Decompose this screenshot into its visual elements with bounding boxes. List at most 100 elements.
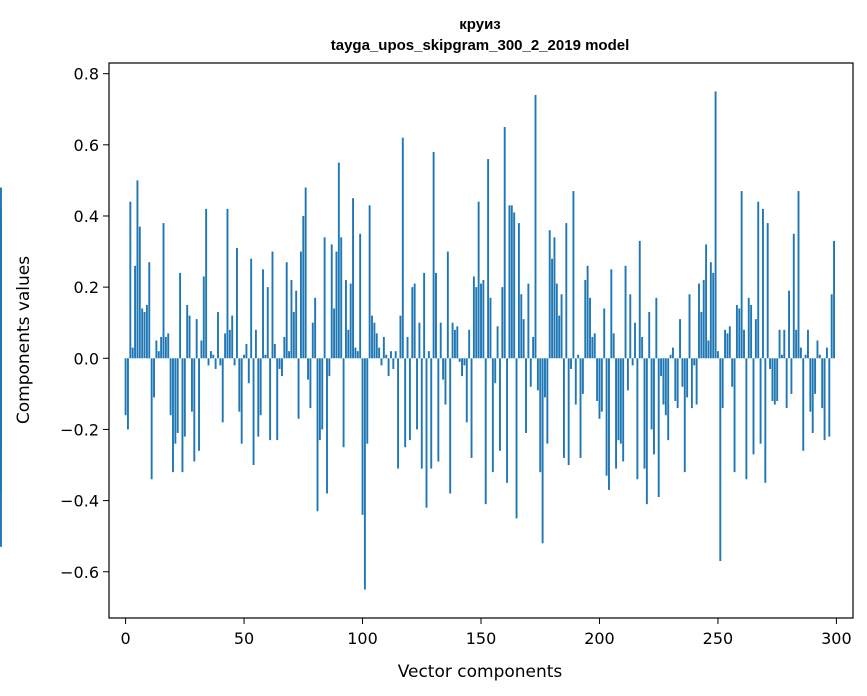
bar-249 — [714, 91, 717, 359]
bar-106 — [375, 333, 378, 359]
bar-77 — [307, 358, 309, 380]
bar-56 — [257, 358, 260, 437]
bar-178 — [546, 358, 549, 444]
bar-258 — [735, 304, 738, 359]
bar-0 — [124, 358, 127, 416]
bar-126 — [423, 272, 426, 359]
bar-212 — [626, 358, 629, 391]
bar-189 — [572, 191, 575, 359]
y-tick-label: 0.0 — [74, 349, 99, 368]
bar-81 — [316, 358, 319, 512]
bar-90 — [337, 162, 340, 359]
bar-62 — [271, 251, 274, 359]
bar-214 — [631, 358, 634, 366]
bar-240 — [693, 358, 696, 366]
bar-87 — [330, 244, 333, 359]
bar-293 — [818, 354, 821, 359]
bar-193 — [581, 358, 584, 394]
bar-186 — [565, 223, 568, 359]
bar-276 — [778, 329, 781, 359]
bar-43 — [226, 208, 229, 359]
x-tick-label: 100 — [347, 629, 378, 648]
x-axis: 0 50 100 150 200 250 300 — [120, 618, 852, 648]
bar-61 — [269, 358, 272, 441]
bar-257 — [733, 358, 736, 473]
bar-275 — [776, 358, 779, 401]
bar-287 — [804, 354, 807, 359]
bar-108 — [380, 358, 383, 366]
bar-27 — [188, 315, 191, 359]
bar-289 — [809, 358, 812, 412]
bar-209 — [619, 358, 622, 444]
bar-190 — [574, 358, 577, 405]
bar-226 — [660, 358, 663, 377]
bar-2 — [129, 201, 132, 359]
bar-251 — [719, 358, 722, 562]
bar-229 — [667, 358, 670, 441]
bar-219 — [643, 358, 646, 469]
bar-151 — [482, 280, 485, 359]
bar-60 — [266, 287, 269, 359]
bar-298 — [830, 294, 833, 359]
bar-252 — [721, 358, 724, 409]
bar-104 — [371, 315, 373, 359]
bar-284 — [797, 191, 800, 359]
bar-94 — [347, 329, 350, 359]
bar-285 — [799, 347, 802, 359]
bar-201 — [600, 358, 603, 412]
bar-92 — [342, 358, 345, 448]
bar-295 — [823, 358, 826, 441]
bar-264 — [750, 304, 753, 359]
bar-147 — [472, 276, 475, 359]
bar-149 — [477, 201, 480, 359]
bar-69 — [288, 351, 291, 359]
bar-22 — [176, 358, 179, 433]
y-tick-label: 0.6 — [74, 136, 99, 155]
bar-107 — [378, 347, 381, 359]
bar-250 — [716, 351, 719, 359]
bar-279 — [785, 358, 788, 409]
bar-191 — [577, 354, 580, 359]
bar-48 — [238, 358, 241, 412]
bar-296 — [825, 347, 828, 359]
bar-125 — [420, 358, 423, 469]
bar-131 — [435, 272, 437, 359]
bar-141 — [458, 358, 461, 362]
bar-239 — [690, 358, 693, 409]
bar-58 — [262, 269, 264, 359]
bar-228 — [664, 358, 667, 416]
bar-168 — [522, 319, 525, 359]
bar-4 — [134, 265, 137, 359]
bar-13 — [155, 340, 158, 359]
bar-206 — [612, 333, 615, 359]
bar-280 — [788, 290, 790, 359]
bar-181 — [553, 237, 556, 359]
bar-6 — [138, 226, 141, 359]
bar-299 — [833, 240, 835, 359]
y-tick-label: 0.4 — [74, 207, 99, 226]
bar-145 — [468, 329, 471, 359]
bar-169 — [525, 358, 527, 433]
bar-265 — [752, 358, 755, 455]
bar-44 — [228, 329, 231, 359]
bar-237 — [686, 358, 689, 398]
bar-115 — [397, 358, 400, 469]
bar-55 — [254, 329, 257, 359]
bar-72 — [295, 290, 298, 359]
bar-199 — [596, 358, 599, 401]
bar-124 — [418, 322, 421, 359]
bar-122 — [413, 283, 416, 359]
bar-97 — [354, 347, 357, 359]
bar-248 — [712, 272, 715, 359]
bar-179 — [548, 230, 551, 359]
bar-40 — [219, 358, 222, 366]
bar-322 — [0, 358, 2, 433]
bar-282 — [792, 233, 795, 359]
bar-144 — [465, 358, 468, 423]
bar-271 — [766, 223, 769, 359]
bar-174 — [536, 358, 539, 391]
bar-33 — [202, 276, 205, 359]
bar-98 — [356, 351, 359, 359]
bar-54 — [252, 358, 255, 466]
bar-32 — [200, 340, 203, 359]
